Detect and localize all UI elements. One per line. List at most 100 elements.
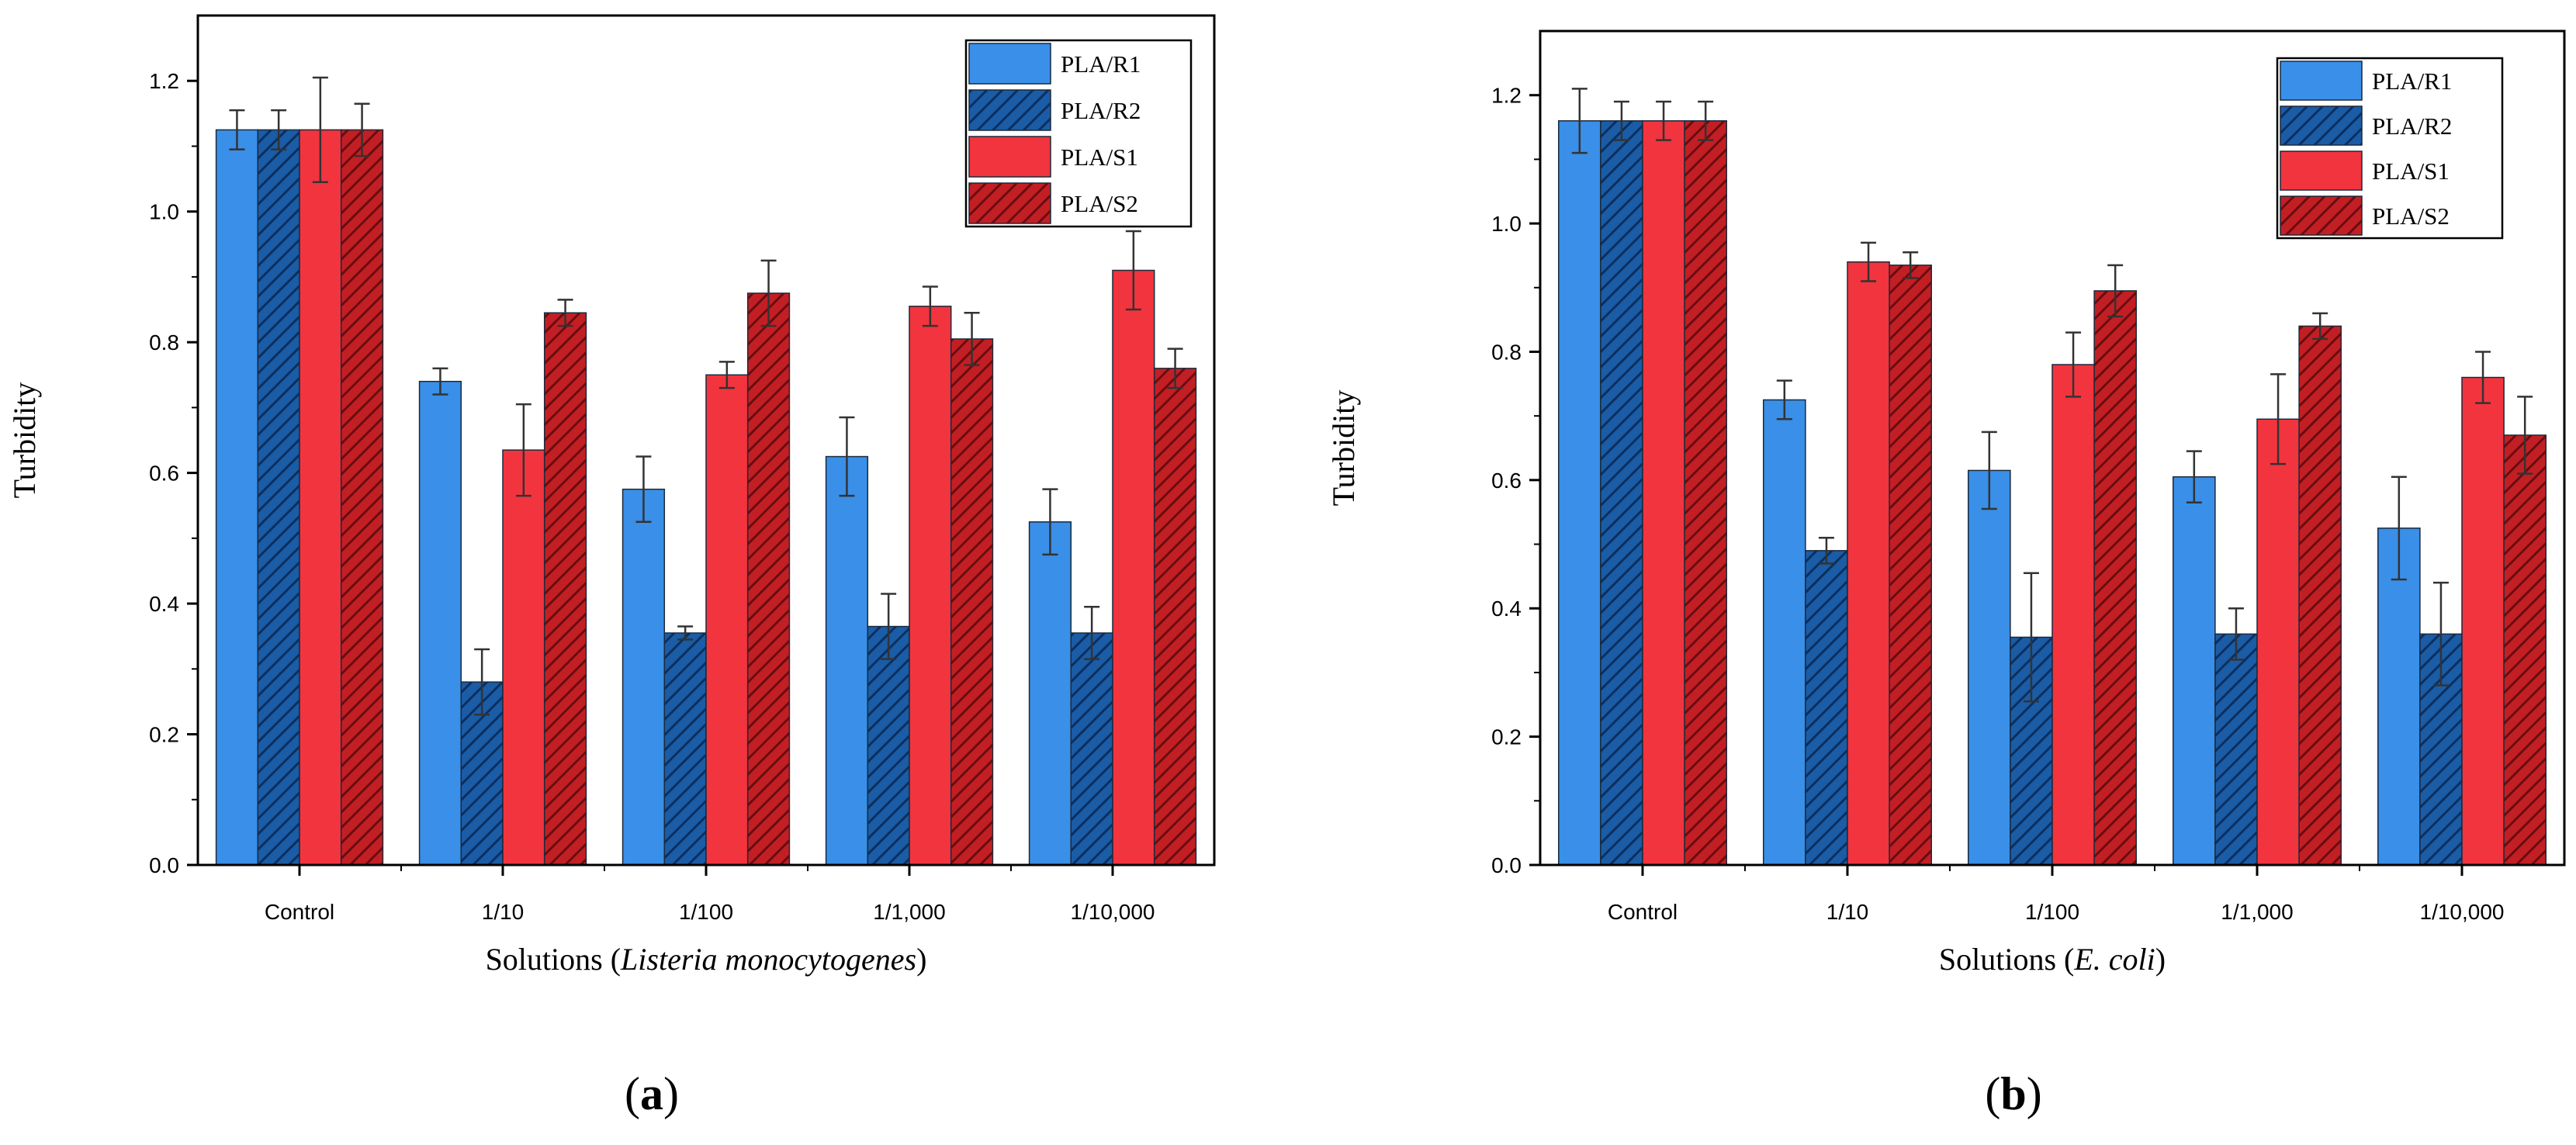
error-bar [1167, 348, 1183, 389]
bar-pla-r1 [825, 455, 869, 866]
y-tick-label: 0.8 [1491, 340, 1522, 364]
legend-item: PLA/S1 [968, 136, 1138, 178]
x-axis: Control 1/10 1/100 1/1,000 1/10,000 [265, 865, 1155, 924]
legend-label: PLA/S2 [1061, 190, 1138, 217]
error-bar [2023, 572, 2039, 703]
legend-swatch [2280, 61, 2363, 101]
error-bar [2432, 581, 2449, 687]
x-axis-title-suffix: ) [2155, 942, 2166, 977]
x-axis-title: Solutions (E. coli) [1939, 942, 2166, 977]
chart-panel-b: 0.0 0.2 0.4 0.6 0.8 1.0 1.2 Control 1/10 1/100 1/… [1326, 29, 2566, 1119]
error-bar [964, 312, 980, 366]
panel-label-open: ( [1985, 1068, 2000, 1119]
legend-label: PLA/S2 [2372, 202, 2450, 230]
bar-pla-r1 [1558, 120, 1601, 866]
error-bar [922, 285, 938, 327]
error-bar [2391, 476, 2407, 581]
bar-pla-s2 [1889, 265, 1932, 866]
legend-label: PLA/R1 [2372, 67, 2452, 95]
bar-pla-r2 [257, 129, 300, 866]
bar-pla-s1 [1112, 269, 1155, 866]
error-bar [718, 361, 735, 389]
error-bar [2065, 331, 2082, 398]
x-axis-title: Solutions (Listeria monocytogenes) [486, 942, 927, 977]
legend-swatch [2280, 106, 2363, 146]
legend-label: PLA/S1 [2372, 157, 2450, 185]
panel-label-open: ( [625, 1068, 640, 1119]
legend-swatch [2280, 150, 2363, 191]
bar-pla-s1 [2256, 418, 2300, 866]
legend-swatch [968, 43, 1051, 85]
y-tick-label: 0.6 [1491, 469, 1522, 493]
legend-item: PLA/R1 [968, 43, 1141, 85]
error-bar [2270, 373, 2287, 465]
error-bar [1903, 251, 1919, 279]
y-tick-label: 0.2 [1491, 725, 1522, 749]
error-bar [1818, 537, 1834, 565]
bar-pla-r1 [215, 129, 259, 866]
bar-pla-s2 [1153, 368, 1197, 866]
legend-label: PLA/R2 [2372, 112, 2452, 140]
bar-pla-s2 [950, 338, 994, 866]
y-tick-label: 0.0 [1491, 853, 1522, 877]
error-bar [635, 455, 652, 524]
bar-pla-r1 [1763, 399, 1806, 866]
bar-pla-r1 [1028, 521, 1072, 866]
error-bar [1042, 488, 1058, 556]
y-tick-label: 0.2 [149, 723, 179, 747]
panel-label-close: ) [2027, 1068, 2042, 1119]
error-bar [1656, 100, 1672, 141]
y-tick-label: 1.0 [1491, 212, 1522, 236]
error-bar [1861, 241, 1877, 282]
error-bar [271, 109, 287, 150]
bar-pla-s2 [340, 129, 384, 866]
legend-label: PLA/R1 [1061, 50, 1141, 78]
bar-pla-r1 [418, 380, 462, 866]
bar-pla-r1 [2173, 476, 2216, 866]
legend-label: PLA/S1 [1061, 144, 1138, 171]
panel-label-letter: a [640, 1068, 663, 1119]
y-tick-label: 1.0 [149, 200, 179, 224]
error-bar [1776, 379, 1792, 420]
error-bar [1613, 100, 1629, 141]
error-bars-group [229, 76, 1183, 716]
y-axis-title: Turbidity [7, 382, 42, 499]
error-bar [1571, 88, 1587, 154]
legend-item: PLA/S2 [968, 182, 1138, 224]
bars-group [1558, 120, 2547, 866]
bar-pla-r2 [1070, 632, 1113, 866]
legend-item: PLA/S2 [2280, 195, 2450, 236]
error-bar [1698, 100, 1714, 141]
bar-pla-s1 [705, 374, 749, 866]
legend: PLA/R1 PLA/R2 PLA/S1 PLA/S2 [964, 39, 1193, 228]
bar-pla-r2 [867, 625, 910, 866]
error-bar [839, 416, 855, 497]
error-bar [1084, 606, 1100, 660]
x-tick-label: 1/10,000 [1071, 900, 1155, 924]
bar-pla-r2 [1805, 550, 1848, 866]
x-axis-title-organism: E. coli [2073, 942, 2155, 977]
error-bar [2475, 351, 2491, 404]
bar-pla-s2 [2093, 290, 2137, 866]
legend-swatch [968, 182, 1051, 224]
x-axis-title-organism: Listeria monocytogenes [620, 942, 916, 977]
x-tick-label: Control [265, 900, 334, 924]
x-axis-title-prefix: Solutions ( [486, 942, 621, 977]
error-bar [1981, 431, 1997, 510]
y-axis-title: Turbidity [1326, 390, 1361, 507]
x-tick-label: 1/10 [482, 900, 525, 924]
error-bar [432, 367, 448, 396]
error-bar [2107, 264, 2124, 318]
y-tick-label: 0.0 [149, 853, 179, 877]
x-axis-title-suffix: ) [916, 942, 926, 977]
x-tick-label: 1/10 [1826, 900, 1869, 924]
bar-pla-s2 [2503, 434, 2547, 866]
x-axis-title-prefix: Solutions ( [1939, 942, 2074, 977]
error-bar [312, 76, 328, 184]
bar-pla-s2 [543, 312, 587, 866]
bar-pla-s2 [746, 292, 791, 866]
legend-swatch [968, 136, 1051, 178]
error-bars-group [1571, 88, 2533, 703]
error-bar [2228, 607, 2244, 661]
